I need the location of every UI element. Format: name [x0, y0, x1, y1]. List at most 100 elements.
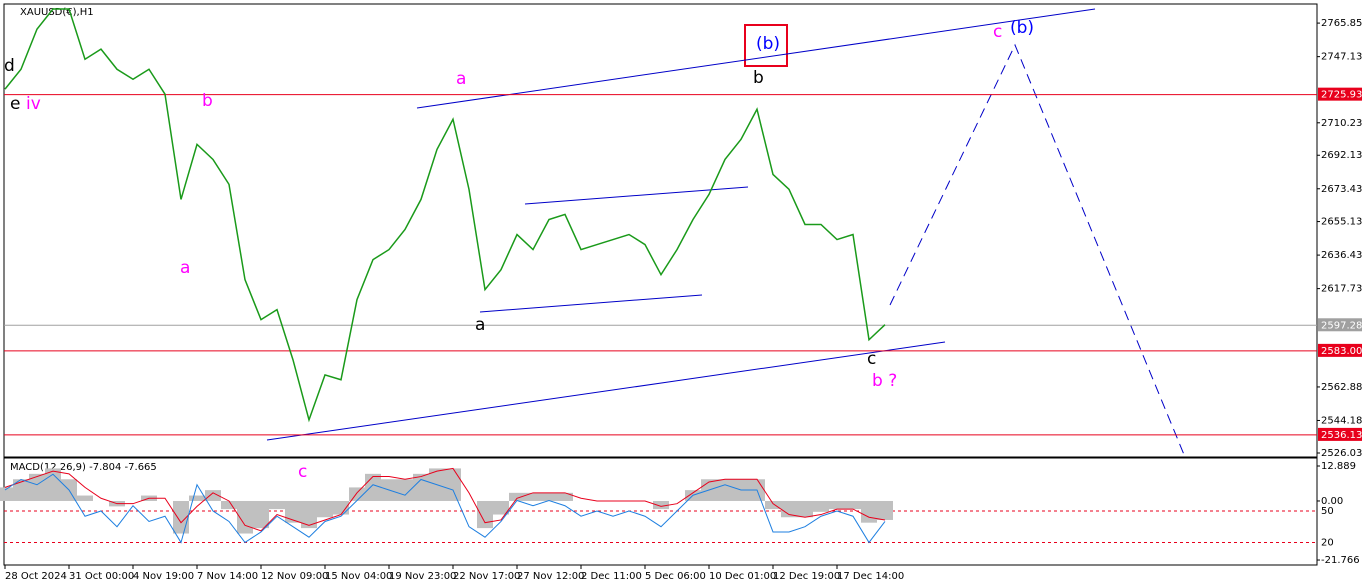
- y-tick-label: 2692.13: [1321, 150, 1362, 161]
- y-tick-label: 2562.88: [1321, 382, 1362, 393]
- macd-bar: [781, 500, 797, 518]
- y-tick-label: 2526.03: [1321, 448, 1362, 459]
- macd-bar: [285, 500, 301, 523]
- y-tick-label: 2710.23: [1321, 118, 1362, 129]
- y-tick-label: 2655.13: [1321, 217, 1362, 228]
- macd-bar: [765, 500, 781, 510]
- macd-bar: [253, 500, 269, 529]
- wave-label: a: [475, 315, 485, 335]
- macd-bar: [0, 487, 13, 501]
- y-tick-label: -21.766: [1321, 555, 1360, 566]
- macd-bar: [557, 492, 573, 501]
- inner-bottom: [479, 294, 703, 313]
- wave-label: e: [10, 94, 20, 114]
- macd-bar: [333, 500, 349, 515]
- y-tick-label: 0.00: [1321, 496, 1343, 507]
- macd-bar: [237, 500, 253, 534]
- macd-bar: [317, 500, 333, 518]
- wave-label: (b): [1010, 18, 1034, 38]
- macd-bar: [29, 473, 45, 501]
- x-tick-label: 7 Nov 14:00: [197, 571, 258, 582]
- signal-line: [4, 467, 886, 532]
- macd-bar: [541, 492, 557, 501]
- macd-bar: [509, 492, 525, 501]
- x-tick-label: 27 Nov 12:00: [517, 571, 584, 582]
- level-label: 2597.28: [1321, 320, 1362, 331]
- wave-label: b ?: [872, 371, 897, 391]
- channel-top: [416, 8, 1096, 109]
- macd-bar: [525, 492, 541, 501]
- macd-bar: [397, 479, 413, 501]
- level-label: 2725.93: [1321, 90, 1362, 101]
- macd-bar: [797, 500, 813, 518]
- wave-label: a: [180, 258, 190, 278]
- projection: [889, 43, 1186, 458]
- x-tick-label: 4 Nov 19:00: [133, 571, 194, 582]
- y-tick-label: 2636.43: [1321, 250, 1362, 261]
- wave-label: a: [456, 69, 466, 89]
- y-tick-label: 2673.43: [1321, 184, 1362, 195]
- macd-bar: [845, 500, 861, 510]
- level-label: 2536.13: [1321, 430, 1362, 441]
- macd-bar: [877, 500, 893, 520]
- macd-bar: [477, 500, 493, 529]
- macd-bar: [221, 500, 237, 510]
- macd-bar: [189, 495, 205, 501]
- x-tick-label: 2 Dec 11:00: [581, 571, 642, 582]
- y-tick-label: 2747.13: [1321, 52, 1362, 63]
- symbol-title: XAUUSD(€),H1: [20, 7, 94, 18]
- wave-label: d: [4, 56, 15, 76]
- x-tick-label: 15 Nov 04:00: [325, 571, 392, 582]
- wave-label: b: [753, 68, 764, 88]
- macd-bar: [861, 500, 877, 523]
- wave-label: c: [993, 22, 1002, 42]
- price-panel: [3, 3, 1318, 458]
- level-tag: [1318, 318, 1362, 332]
- y-tick-label: 2765.85: [1321, 18, 1362, 29]
- x-tick-label: 17 Dec 14:00: [837, 571, 904, 582]
- level-label: 2583.00: [1321, 346, 1362, 357]
- macd-bar: [493, 500, 509, 515]
- channel-bottom: [266, 341, 946, 441]
- wave-label: (b): [756, 34, 780, 54]
- y-tick-label: 2544.18: [1321, 415, 1362, 426]
- x-tick-label: 19 Nov 23:00: [389, 571, 456, 582]
- x-tick-label: 12 Nov 09:00: [261, 571, 328, 582]
- macd-bar: [365, 473, 381, 501]
- macd-bar: [173, 500, 189, 534]
- y2-tick-label: 50: [1321, 506, 1334, 517]
- macd-panel: [3, 457, 1318, 566]
- level-tag: [1318, 427, 1362, 441]
- macd-bar: [813, 500, 829, 512]
- macd-bar: [829, 500, 845, 510]
- macd-bar: [77, 495, 93, 501]
- x-tick-label: 22 Nov 17:00: [453, 571, 520, 582]
- level-tag: [1318, 343, 1362, 357]
- macd-bar: [653, 500, 669, 510]
- trend-lines: [266, 8, 1186, 458]
- y-tick-label: 2617.73: [1321, 284, 1362, 295]
- price-line: [4, 8, 886, 423]
- macd-bar: [445, 468, 461, 501]
- wave-label: c: [867, 349, 876, 369]
- macd-bar: [205, 490, 221, 501]
- y2-tick-label: 20: [1321, 537, 1334, 548]
- macd-bar: [301, 500, 317, 529]
- macd-title: MACD(12,26,9) -7.804 -7.665: [10, 462, 157, 473]
- x-tick-label: 12 Dec 19:00: [773, 571, 840, 582]
- macd-bar: [13, 479, 29, 501]
- level-tag: [1318, 87, 1362, 101]
- macd-bar: [717, 479, 733, 501]
- y-tick-label: 12.889: [1321, 461, 1356, 472]
- wave-label: iv: [26, 94, 41, 114]
- wave-label: c: [298, 462, 307, 482]
- wave-label: b: [202, 91, 213, 111]
- macd-bar: [349, 487, 365, 501]
- macd-bar: [269, 500, 285, 510]
- x-tick-label: 28 Oct 2024: [5, 571, 67, 582]
- x-tick-label: 10 Dec 01:00: [709, 571, 776, 582]
- highlight-box: [744, 24, 788, 67]
- inner-top: [524, 186, 749, 205]
- x-tick-label: 5 Dec 06:00: [645, 571, 706, 582]
